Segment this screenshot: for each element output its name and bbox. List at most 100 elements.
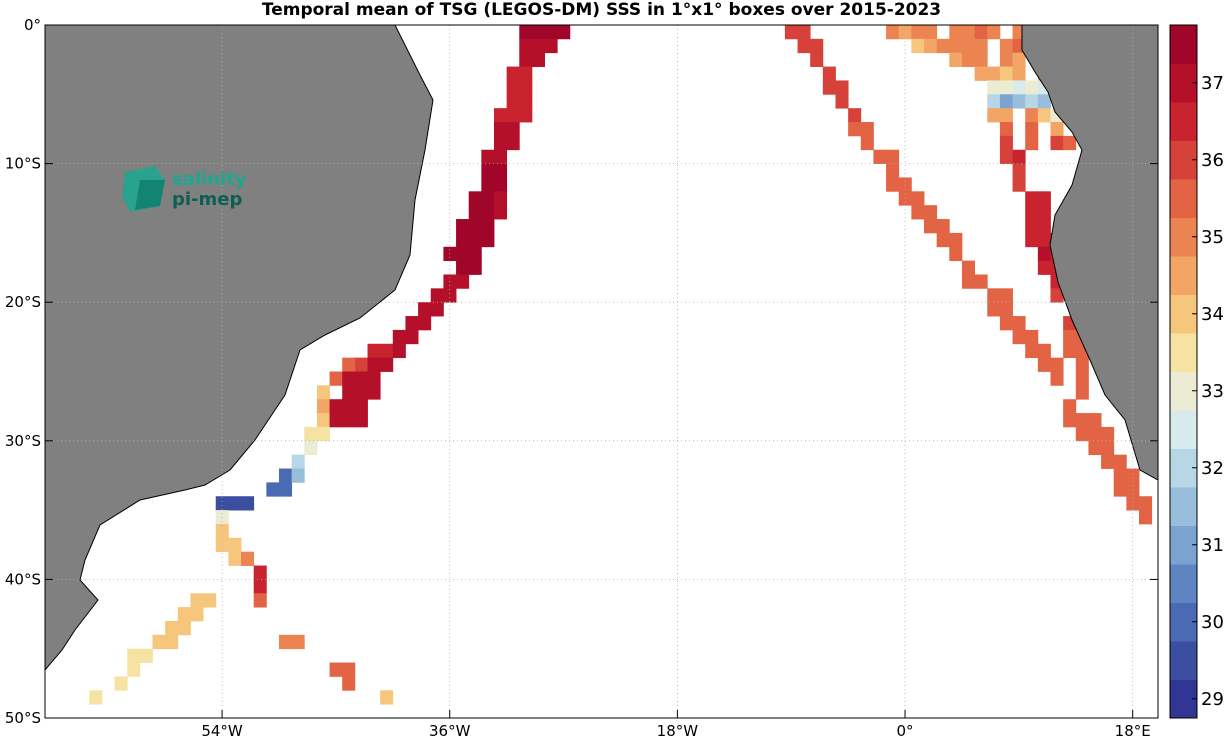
sss-cell — [215, 537, 229, 553]
sss-cell — [519, 52, 533, 67]
sss-cell — [1126, 468, 1140, 483]
sss-cell — [493, 149, 508, 164]
sss-cell — [316, 385, 330, 400]
sss-cell — [886, 25, 900, 40]
logo-line2: pi-mep — [172, 189, 242, 210]
colorbar-tick-label: 36 — [1201, 150, 1224, 171]
sss-cell — [342, 357, 356, 372]
sss-cell — [139, 648, 153, 663]
sss-cell — [127, 648, 141, 663]
sss-cell — [468, 219, 482, 234]
sss-cell — [987, 94, 1001, 109]
sss-cell — [329, 371, 343, 386]
sss-cell — [342, 676, 356, 691]
sss-cell — [354, 399, 368, 414]
sss-cell — [531, 52, 545, 67]
sss-cell — [987, 302, 1001, 317]
sss-cell — [1050, 357, 1064, 372]
sss-cell — [924, 219, 938, 234]
sss-cell — [1075, 413, 1089, 428]
sss-cell — [443, 288, 457, 303]
sss-cell — [354, 385, 368, 400]
sss-cell — [481, 177, 495, 192]
sss-cell — [1025, 329, 1039, 345]
sss-cell — [1012, 163, 1026, 178]
sss-cell — [1050, 371, 1064, 386]
sss-cell — [974, 66, 988, 81]
sss-cell — [1088, 413, 1102, 428]
sss-cell — [1037, 357, 1051, 372]
sss-cell — [367, 343, 381, 359]
sss-cell — [519, 66, 533, 81]
sss-cell — [1012, 329, 1026, 345]
sss-cell — [519, 38, 533, 54]
sss-cell — [304, 440, 318, 456]
sss-cell — [949, 52, 963, 67]
sss-cell — [1101, 454, 1115, 469]
sss-cell — [1025, 191, 1039, 206]
sss-cell — [392, 343, 406, 359]
sss-cell — [1075, 426, 1089, 442]
sss-cell — [418, 302, 432, 317]
sss-cell — [1088, 426, 1102, 442]
sss-cell — [1139, 496, 1153, 511]
sss-cell — [228, 551, 242, 566]
sss-cell — [481, 232, 495, 248]
sss-cell — [354, 357, 368, 372]
sss-cell — [987, 80, 1001, 95]
sss-cell — [949, 25, 963, 40]
sss-cell — [911, 191, 925, 206]
lon-tick-label: 36°W — [429, 722, 471, 740]
sss-cell — [165, 634, 179, 650]
sss-cell — [1025, 80, 1039, 95]
sss-cell — [835, 80, 849, 95]
sss-cell — [456, 274, 470, 289]
sss-cell — [506, 135, 520, 151]
sss-cell — [506, 80, 520, 95]
sss-cell — [860, 122, 874, 137]
sss-cell — [278, 468, 293, 483]
sss-cell — [1025, 219, 1039, 234]
sss-cell — [1012, 316, 1026, 331]
sss-cell — [949, 38, 963, 54]
sss-cell — [506, 122, 520, 137]
sss-cell — [860, 135, 874, 151]
sss-cell — [177, 607, 191, 622]
sss-cell — [456, 219, 470, 234]
sss-cell — [253, 565, 267, 580]
sss-cell — [1037, 108, 1051, 123]
sss-cell — [784, 25, 798, 40]
lat-tick-label: 50°S — [5, 709, 41, 727]
africa-land — [1021, 24, 1159, 481]
lon-tick-label: 18°W — [657, 722, 699, 740]
sss-cell — [1139, 510, 1153, 525]
lat-tick-label: 20°S — [5, 293, 41, 311]
sss-cell — [1012, 80, 1026, 95]
sss-cell — [911, 205, 925, 220]
sss-cell — [468, 191, 482, 206]
sss-cell — [278, 634, 293, 650]
sss-cell — [215, 496, 229, 511]
sss-cell — [999, 38, 1013, 54]
sss-cell — [557, 25, 571, 40]
sss-cell — [974, 25, 988, 40]
sss-cell — [493, 163, 508, 178]
sss-cell — [1037, 246, 1051, 262]
sss-cell — [1025, 122, 1039, 137]
sss-cell — [1075, 385, 1089, 400]
sss-cell — [456, 232, 470, 248]
sss-cell — [835, 94, 849, 109]
sss-cell — [506, 94, 520, 109]
sss-cell — [1075, 371, 1089, 386]
lat-tick-label: 10°S — [5, 155, 41, 173]
sss-cell — [481, 205, 495, 220]
sss-cell — [519, 94, 533, 109]
lon-tick-label: 18°E — [1115, 722, 1151, 740]
sss-cell — [253, 593, 267, 608]
sss-cell — [1037, 219, 1051, 234]
sss-cell — [1012, 94, 1026, 109]
sss-cell — [468, 232, 482, 248]
sss-cell — [999, 52, 1013, 67]
sss-cells — [89, 25, 1153, 705]
sss-cell — [886, 177, 900, 192]
